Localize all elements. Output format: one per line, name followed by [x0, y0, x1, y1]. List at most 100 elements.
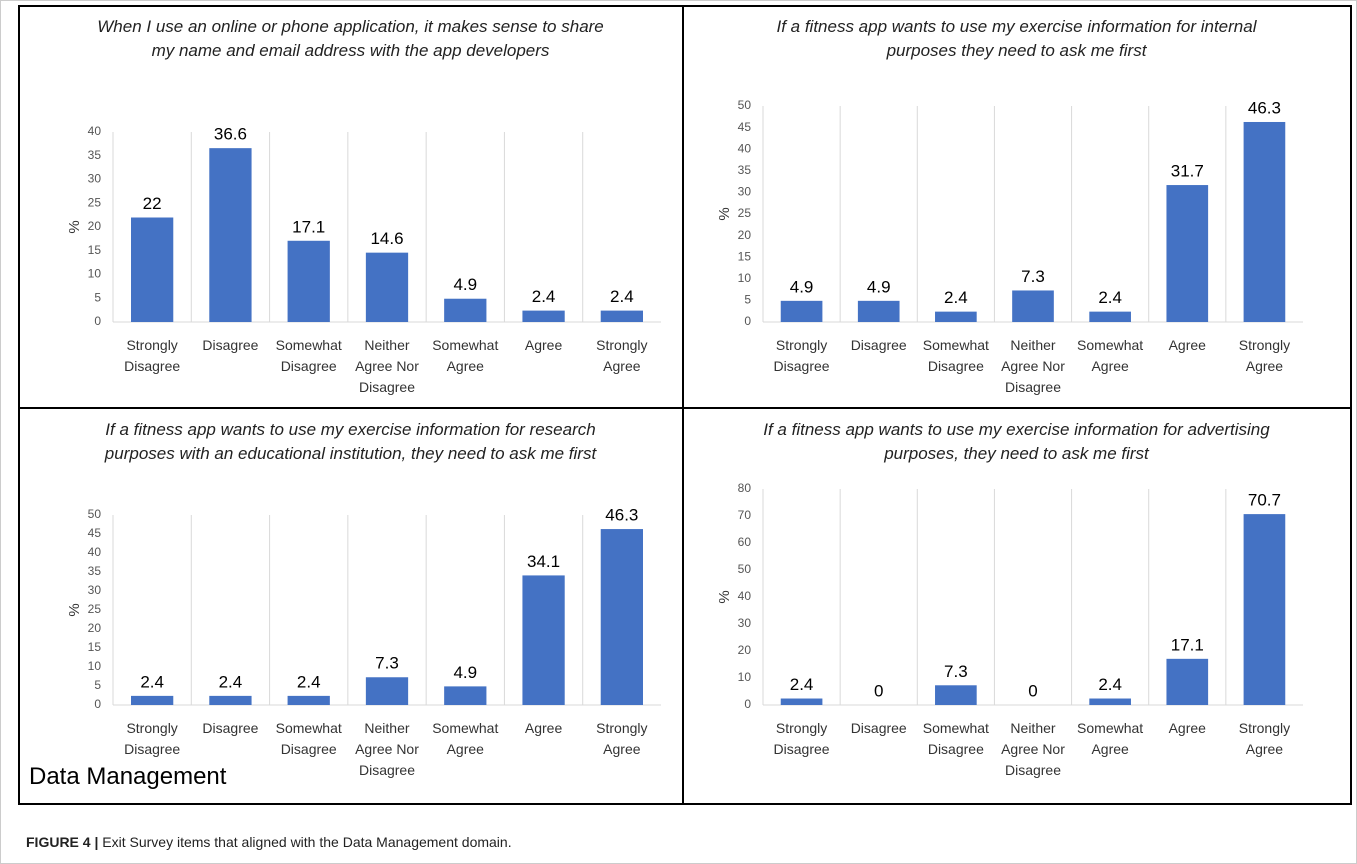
y-tick-label: 40	[88, 545, 102, 559]
data-label: 4.9	[453, 663, 477, 682]
y-tick-label: 10	[738, 670, 752, 684]
data-label: 2.4	[944, 288, 968, 307]
x-tick-label: Strongly Disagree	[124, 720, 181, 757]
data-label: 2.4	[1098, 288, 1122, 307]
x-tick-label: Strongly Agree	[596, 720, 648, 757]
bar	[444, 686, 487, 705]
bar	[1243, 514, 1286, 705]
data-label: 2.4	[1098, 675, 1122, 694]
x-tick-label: Somewhat Disagree	[275, 720, 342, 757]
x-tick-label: Strongly Disagree	[773, 720, 830, 757]
data-label: 0	[1028, 681, 1037, 700]
y-tick-label: 20	[88, 219, 102, 233]
caption-text: Exit Survey items that aligned with the …	[102, 834, 512, 850]
y-tick-label: 60	[738, 535, 752, 549]
data-label: 0	[874, 681, 883, 700]
data-label: 2.4	[790, 675, 814, 694]
data-label: 22	[143, 194, 162, 213]
y-tick-label: 0	[744, 314, 751, 328]
x-tick-label: Strongly Disagree	[773, 337, 830, 374]
caption-label: FIGURE 4 |	[26, 834, 99, 850]
y-tick-label: 25	[88, 602, 102, 616]
bar	[444, 298, 487, 322]
x-tick-label: Strongly Agree	[1238, 720, 1291, 757]
x-tick-label: Somewhat Disagree	[922, 337, 989, 374]
data-label: 2.4	[297, 672, 321, 691]
bar	[1012, 290, 1054, 322]
data-label: 31.7	[1171, 162, 1204, 181]
bar	[857, 300, 900, 322]
x-tick-label: Disagree	[202, 337, 259, 353]
y-tick-label: 15	[738, 249, 752, 263]
divider	[18, 407, 1352, 409]
bar	[365, 252, 409, 322]
chart-panel: If a fitness app wants to use my exercis…	[18, 408, 683, 803]
chart-title: When I use an online or phone applicatio…	[97, 17, 604, 60]
panel-label: Data Management	[29, 763, 227, 790]
y-tick-label: 70	[738, 508, 752, 522]
bar	[600, 529, 643, 705]
bar	[209, 148, 252, 322]
bar	[1089, 698, 1131, 705]
bar	[935, 311, 977, 322]
x-tick-label: Neither Agree Nor Disagree	[1001, 337, 1065, 395]
y-tick-label: 0	[94, 314, 101, 328]
bar	[131, 217, 174, 322]
x-tick-label: Somewhat Disagree	[275, 337, 342, 374]
x-tick-label: Disagree	[850, 720, 907, 736]
bar	[1166, 185, 1209, 322]
bar	[522, 575, 565, 705]
x-tick-label: Disagree	[202, 720, 259, 736]
data-label: 70.7	[1248, 491, 1281, 510]
bar	[780, 698, 823, 705]
y-tick-label: 35	[88, 148, 102, 162]
data-label: 2.4	[219, 672, 243, 691]
x-tick-label: Agree	[524, 337, 563, 353]
plot: 0 5 10 15 20 25 30 35 40% 22 36.6 17.1 14.6 4.9 2.4 2.4	[66, 124, 661, 328]
y-tick-label: 10	[88, 659, 102, 673]
y-tick-label: 5	[94, 678, 101, 692]
data-label: 2.4	[140, 672, 164, 691]
data-label: 4.9	[867, 277, 891, 296]
data-label: 36.6	[214, 125, 247, 144]
bar	[287, 240, 330, 322]
data-label: 4.9	[790, 277, 814, 296]
y-tick-label: 10	[738, 271, 752, 285]
y-tick-label: 5	[94, 290, 101, 304]
bar	[1243, 121, 1286, 322]
y-tick-label: 30	[738, 616, 752, 630]
y-axis-label: %	[66, 220, 83, 233]
y-tick-label: 40	[88, 124, 102, 138]
x-tick-label: Agree	[1168, 720, 1206, 736]
plot: 0 10 20 30 40 50 60 70 80% 2.4 0 7.3 0 2.4 17.1 70.7	[716, 481, 1303, 711]
data-label: 7.3	[1021, 267, 1045, 286]
y-tick-label: 40	[738, 141, 752, 155]
y-tick-label: 40	[738, 589, 752, 603]
y-tick-label: 15	[88, 640, 102, 654]
chart-panel: If a fitness app wants to use my exercis…	[683, 408, 1350, 803]
y-tick-label: 50	[738, 562, 752, 576]
x-tick-label: Strongly Agree	[1238, 337, 1291, 374]
divider	[682, 5, 684, 805]
chart-title: If a fitness app wants to use my exercis…	[763, 420, 1270, 463]
bar	[209, 695, 252, 705]
x-tick-label: Strongly Agree	[596, 337, 648, 374]
y-tick-label: 35	[738, 163, 752, 177]
y-tick-label: 20	[738, 228, 752, 242]
caption: FIGURE 4 | Exit Survey items that aligne…	[26, 834, 512, 850]
data-label: 7.3	[375, 654, 399, 673]
bar	[365, 677, 409, 705]
x-tick-label: Somewhat Agree	[1077, 720, 1144, 757]
bar	[287, 695, 330, 705]
frame	[18, 5, 1352, 805]
x-tick-label: Agree	[524, 720, 563, 736]
x-tick-label: Strongly Disagree	[124, 337, 181, 374]
x-tick-label: Somewhat Agree	[432, 720, 499, 757]
chart-title: If a fitness app wants to use my exercis…	[104, 420, 597, 463]
bar	[600, 310, 643, 322]
y-tick-label: 20	[738, 643, 752, 657]
y-tick-label: 25	[738, 206, 752, 220]
x-tick-label: Somewhat Agree	[432, 337, 499, 374]
chart-panel: When I use an online or phone applicatio…	[18, 5, 683, 408]
